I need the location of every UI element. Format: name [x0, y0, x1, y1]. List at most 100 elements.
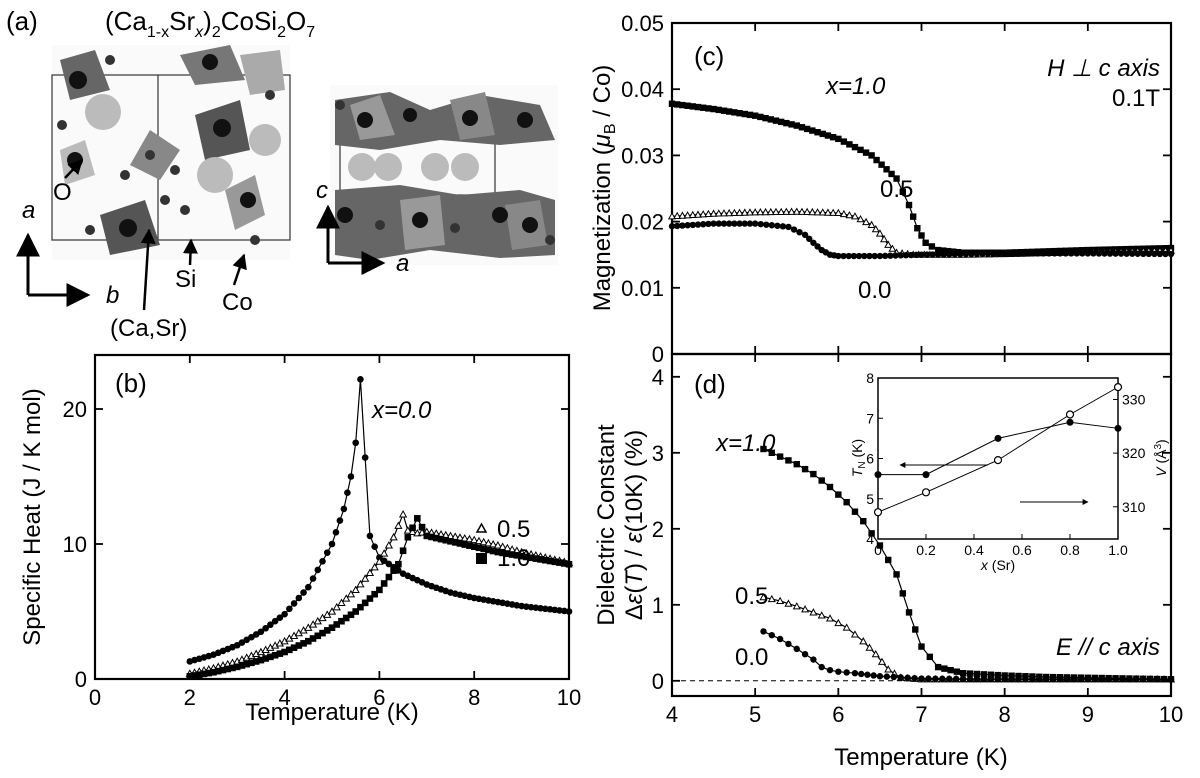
data-point: [356, 579, 365, 588]
data-point: [1051, 250, 1058, 257]
data-point: [513, 552, 521, 559]
data-point: [843, 669, 850, 676]
x-tick-label: 4: [278, 685, 290, 710]
data-point: [705, 220, 712, 228]
data-point: [1043, 676, 1050, 683]
data-point: [868, 530, 875, 537]
data-point: [1140, 676, 1147, 683]
data-point: [380, 580, 388, 587]
panel-c-label: (c): [694, 41, 724, 71]
data-point: [902, 251, 910, 259]
data-point: [1167, 250, 1175, 258]
data-point: [725, 108, 733, 115]
y-axis-title-2: Δε(T) / ε(10K) (%): [621, 430, 648, 620]
data-point: [1134, 250, 1141, 257]
data-point: [394, 521, 403, 529]
data-point: [679, 222, 686, 229]
data-point: [1119, 676, 1126, 683]
data-point: [290, 644, 298, 651]
data-point: [286, 646, 293, 654]
data-point: [768, 632, 775, 639]
data-point: [346, 589, 356, 598]
data-point: [897, 252, 904, 259]
data-point: [767, 594, 776, 603]
data-point: [314, 632, 322, 640]
data-point: [861, 252, 868, 260]
data-point: [480, 545, 487, 553]
data-point: [257, 656, 265, 664]
y-tick-label: 0.05: [621, 11, 664, 36]
inset-yr-tick-label: 310: [1122, 499, 1146, 515]
data-point: [905, 609, 913, 616]
y-tick-label: 0.03: [621, 143, 664, 168]
data-point: [342, 594, 351, 602]
data-point: [276, 614, 284, 622]
data-point: [923, 251, 931, 258]
data-point: [1095, 250, 1103, 257]
data-point: [332, 602, 341, 611]
data-point: [1001, 676, 1008, 683]
data-point: [493, 541, 503, 549]
data-point: [912, 626, 919, 633]
data-point: [1112, 676, 1119, 683]
data-point: [855, 252, 863, 260]
data-point: [352, 439, 360, 447]
data-point: [792, 207, 801, 215]
data-point: [494, 548, 502, 556]
data-point: [932, 675, 939, 682]
data-point: [784, 599, 793, 607]
data-point: [556, 559, 563, 566]
data-point: [186, 673, 194, 680]
data-point: [968, 250, 975, 258]
data-point: [366, 595, 374, 602]
axis-ticks: 4 5 6 7 8 9 10 0 1 2 3 4: [652, 354, 1183, 727]
data-point: [907, 251, 915, 259]
data-point: [864, 671, 871, 678]
data-point: [340, 505, 348, 513]
data-point: [897, 674, 904, 681]
data-point: [776, 596, 785, 605]
data-point: [736, 220, 743, 227]
data-point: [489, 547, 497, 555]
data-point: [808, 207, 817, 216]
data-point: [745, 208, 755, 216]
data-point: [934, 246, 942, 254]
data-point: [793, 461, 800, 468]
data-point: [834, 208, 843, 217]
data-point: [926, 653, 934, 661]
data-point: [793, 645, 800, 653]
data-point: [219, 666, 227, 674]
data-point: [470, 535, 479, 544]
data-point: [736, 109, 743, 117]
data-point: [801, 605, 810, 613]
data-point: [911, 674, 918, 682]
data-point: [1106, 250, 1114, 257]
data-point: [877, 657, 887, 665]
data-point: [715, 106, 722, 114]
inset-yl-tick-label: 6: [866, 451, 874, 467]
data-point: [366, 532, 374, 540]
data-point: [1015, 676, 1022, 683]
data-point: [347, 611, 355, 619]
data-point: [1162, 250, 1169, 258]
data-point: [456, 540, 464, 547]
data-point: [803, 125, 811, 133]
data-point: [842, 623, 851, 631]
data-point: [980, 671, 988, 678]
data-point: [398, 509, 408, 518]
data-point: [797, 207, 806, 215]
data-point: [1140, 250, 1147, 258]
data-point: [790, 226, 798, 233]
data-point: [731, 109, 738, 116]
y-tick-label: 0.01: [621, 276, 664, 301]
panel-d-dielectric: 4 5 6 7 8 9 10 0 1 2 3 4 (d) x=1.0 0.5 0.0 E // c a…: [593, 352, 1183, 771]
data-point: [798, 124, 806, 131]
x-tick-label: 7: [915, 702, 927, 727]
data-point: [376, 586, 383, 594]
y-tick-label: 0: [652, 669, 664, 694]
data-point: [300, 640, 307, 647]
data-point: [884, 665, 893, 673]
casr-pointer: [140, 228, 156, 311]
data-point: [947, 666, 954, 674]
data-point: [1056, 250, 1064, 257]
